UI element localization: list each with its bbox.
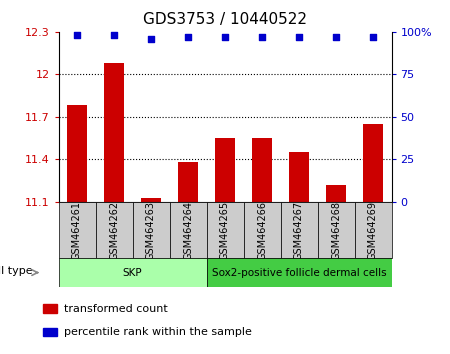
Text: transformed count: transformed count (64, 304, 168, 314)
Text: percentile rank within the sample: percentile rank within the sample (64, 327, 252, 337)
Text: GSM464263: GSM464263 (146, 201, 156, 259)
Bar (215, 138, 235, 202)
FancyBboxPatch shape (95, 202, 132, 258)
Point (73, 33, 81, 38)
FancyBboxPatch shape (58, 258, 207, 287)
FancyBboxPatch shape (58, 202, 95, 258)
Bar (104, 63, 124, 202)
Text: GSM464267: GSM464267 (294, 200, 304, 260)
Text: GSM464268: GSM464268 (331, 201, 341, 259)
Text: Sox2-positive follicle dermal cells: Sox2-positive follicle dermal cells (212, 268, 386, 278)
Text: GSM464269: GSM464269 (368, 201, 378, 259)
Point (110, 33, 117, 38)
Point (258, 34, 265, 40)
Text: GSM464261: GSM464261 (72, 201, 82, 259)
Bar (363, 124, 383, 202)
Point (369, 34, 377, 40)
Text: SKP: SKP (123, 268, 142, 278)
Bar (326, 185, 346, 202)
FancyBboxPatch shape (207, 258, 392, 287)
FancyBboxPatch shape (207, 202, 243, 258)
Point (184, 34, 192, 40)
Point (148, 36, 155, 41)
Title: GDS3753 / 10440522: GDS3753 / 10440522 (143, 12, 307, 27)
FancyBboxPatch shape (318, 202, 355, 258)
FancyBboxPatch shape (280, 202, 318, 258)
Point (295, 34, 302, 40)
Point (333, 34, 340, 40)
Text: GSM464266: GSM464266 (257, 201, 267, 259)
Bar (289, 152, 309, 202)
Bar (67, 105, 87, 202)
FancyBboxPatch shape (43, 304, 57, 313)
FancyBboxPatch shape (355, 202, 392, 258)
Text: GSM464262: GSM464262 (109, 200, 119, 260)
Point (221, 34, 229, 40)
Bar (252, 138, 272, 202)
FancyBboxPatch shape (43, 328, 57, 336)
FancyBboxPatch shape (243, 202, 280, 258)
Text: cell type: cell type (0, 266, 32, 276)
FancyBboxPatch shape (170, 202, 207, 258)
Bar (178, 162, 198, 202)
Text: GSM464264: GSM464264 (183, 201, 193, 259)
Bar (141, 198, 161, 202)
FancyBboxPatch shape (132, 202, 170, 258)
Text: GSM464265: GSM464265 (220, 200, 230, 260)
